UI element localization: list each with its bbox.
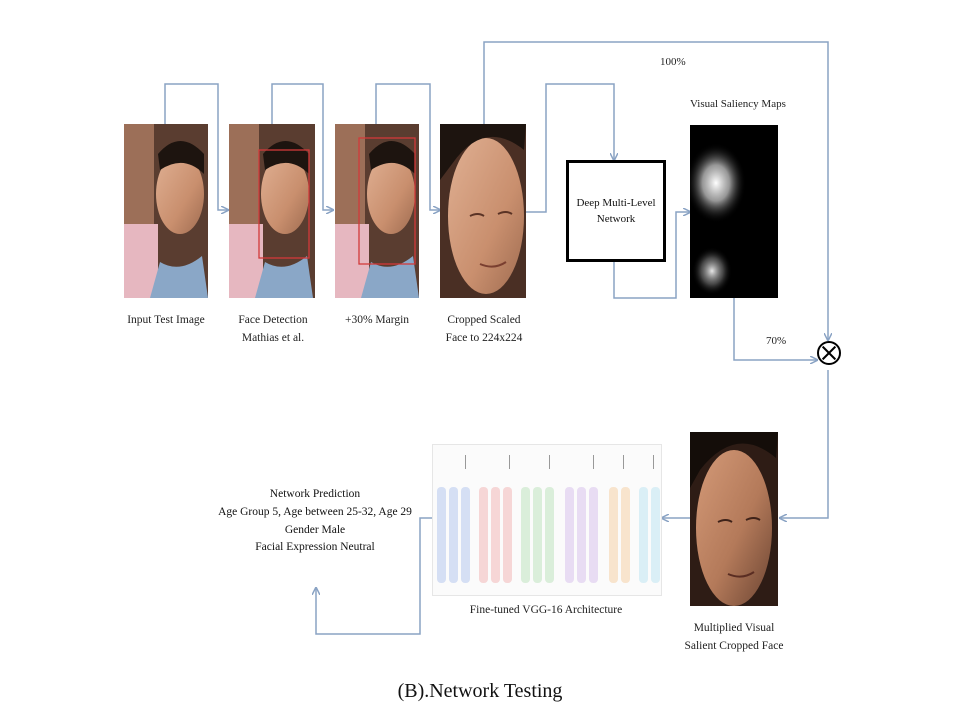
prediction-line: Facial Expression Neutral (255, 541, 375, 554)
weight-100-label: 100% (660, 56, 686, 68)
face-detection-image (229, 124, 315, 298)
vgg-layer-block (545, 487, 554, 583)
cropped-face-image (440, 124, 526, 298)
vgg-layer-block (651, 487, 660, 583)
vgg-layer-block (521, 487, 530, 583)
vgg-layer-block (589, 487, 598, 583)
vgg-tick (653, 455, 654, 469)
margin-box (358, 137, 416, 265)
vgg-layer-block (503, 487, 512, 583)
vgg-tick (593, 455, 594, 469)
prediction-line: Age Group 5, Age between 25-32, Age 29 (218, 505, 412, 518)
network-prediction: Network Prediction Age Group 5, Age betw… (218, 486, 412, 557)
multiplied-face-caption: Multiplied Visual Salient Cropped Face (684, 622, 784, 652)
network-box-label: Deep Multi-Level Network (576, 196, 656, 226)
multiply-operator-icon (817, 341, 841, 365)
prediction-line: Network Prediction (269, 488, 361, 500)
deep-multi-level-network-box: Deep Multi-Level Network (566, 160, 666, 262)
vgg-layer-block (621, 487, 630, 583)
vgg-layer-block (609, 487, 618, 583)
multiplied-salient-face-image (690, 432, 778, 606)
vgg-layer-block (565, 487, 574, 583)
margin-image (335, 124, 419, 298)
vgg-layer-block (491, 487, 500, 583)
detection-box (258, 149, 310, 259)
stage-caption-margin: +30% Margin (344, 314, 410, 326)
saliency-map-image (690, 125, 778, 298)
vgg-tick (509, 455, 510, 469)
vgg-layer-block (533, 487, 542, 583)
vgg-caption: Fine-tuned VGG-16 Architecture (469, 604, 623, 616)
stage-caption-detect: Face Detection Mathias et al. (238, 314, 308, 344)
weight-70-label: 70% (766, 335, 787, 347)
vgg16-architecture-diagram (432, 444, 662, 596)
vgg-layer-block (479, 487, 488, 583)
prediction-line: Gender Male (284, 523, 346, 536)
vgg-layer-block (437, 487, 446, 583)
stage-caption-crop: Cropped Scaled Face to 224x224 (445, 314, 523, 344)
figure-title: (B).Network Testing (397, 680, 563, 702)
vgg-tick (549, 455, 550, 469)
vgg-layer-block (461, 487, 470, 583)
vgg-layer-block (639, 487, 648, 583)
vgg-layer-block (577, 487, 586, 583)
stage-caption-input: Input Test Image (127, 314, 205, 326)
vgg-tick (465, 455, 466, 469)
vgg-layer-block (449, 487, 458, 583)
input-test-image (124, 124, 208, 298)
saliency-title: Visual Saliency Maps (690, 98, 786, 110)
vgg-tick (623, 455, 624, 469)
